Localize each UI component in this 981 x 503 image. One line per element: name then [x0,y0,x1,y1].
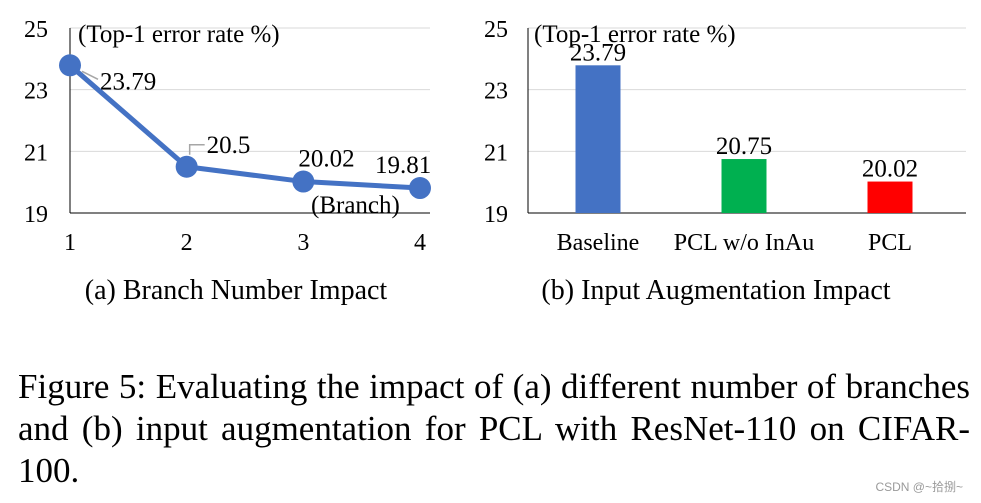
y-axis-label: (Top-1 error rate %) [78,21,280,48]
y-tick-label: 21 [484,140,508,166]
series-line [68,63,421,191]
y-tick-label: 23 [484,79,508,105]
data-label: 20.02 [862,156,918,183]
bars [575,65,913,213]
category-label: PCL w/o InAu [674,230,814,256]
y-tick-label: 25 [24,17,48,43]
category-label: PCL [868,230,912,256]
y-tick-label: 25 [484,17,508,43]
data-point [175,155,198,178]
watermark: CSDN @~拾捌~ [875,480,963,494]
leader-line [188,144,205,155]
chart-input-augmentation: 19 21 23 25 23.79 20.75 20.02 Baseline PCL w/o… [484,17,966,306]
bar [721,159,767,213]
category-labels: Baseline PCL w/o InAu PCL [557,230,912,256]
x-axis-label: (Branch) [311,192,400,219]
bar [867,181,913,213]
chart-title: (a) Branch Number Impact [85,275,388,306]
data-label: 20.5 [207,132,251,159]
leader-line [81,70,99,80]
data-point [292,170,315,193]
data-label: 20.02 [298,146,354,173]
bar [575,65,621,213]
x-tick-label: 4 [414,230,426,256]
y-tick-label: 21 [24,140,48,166]
data-label: 19.81 [375,152,431,179]
data-label: 23.79 [100,68,156,95]
x-tick-label: 1 [64,230,76,256]
figure-caption: Figure 5: Evaluating the impact of (a) d… [18,367,970,490]
data-labels: 23.79 20.75 20.02 [570,39,918,182]
data-point [59,54,81,77]
y-tick-labels: 19 21 23 25 [484,17,508,228]
chart-title: (b) Input Augmentation Impact [541,275,890,306]
y-tick-label: 19 [24,202,48,228]
category-label: Baseline [557,230,640,256]
y-tick-labels: 19 21 23 25 [24,17,48,228]
y-tick-label: 23 [24,79,48,105]
data-point [409,177,431,200]
data-labels: 23.79 20.5 20.02 19.81 [81,68,431,179]
data-label: 20.75 [716,133,772,160]
x-tick-label: 3 [297,230,309,256]
x-tick-labels: 1 2 3 4 [64,230,426,256]
y-axis-label: (Top-1 error rate %) [534,21,736,48]
y-tick-label: 19 [484,202,508,228]
x-tick-label: 2 [181,230,193,256]
series-error-rate [59,54,431,200]
data-label: 23.79 [570,39,626,66]
gridlines [70,27,430,152]
